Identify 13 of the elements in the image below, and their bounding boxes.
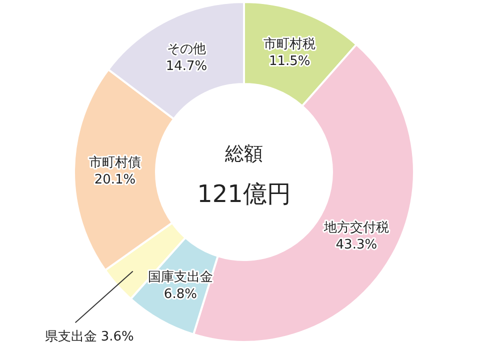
slice-label: 県支出金 3.6% xyxy=(44,330,134,345)
data-label: 20.1% xyxy=(94,172,136,188)
data-label: 43.3% xyxy=(336,238,378,253)
data-label: 6.8% xyxy=(164,286,197,302)
text: 総額 xyxy=(224,143,263,165)
data-label: 11.5% xyxy=(268,54,310,69)
slice-label: 地方交付税 xyxy=(322,220,389,236)
slice-label: 市町村債 xyxy=(89,155,142,170)
slice-label: その他 xyxy=(167,42,206,58)
text: 121億円 xyxy=(197,180,291,208)
slice-label: 国庫支出金 xyxy=(148,268,213,285)
slice-label: 市町村税 xyxy=(264,36,316,52)
data-label: 14.7% xyxy=(166,59,208,74)
